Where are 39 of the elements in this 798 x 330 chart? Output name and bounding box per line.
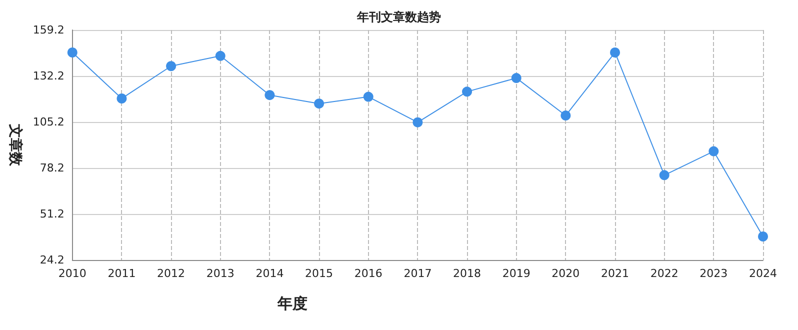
point xyxy=(758,231,768,242)
y-tick-label: 159.2 xyxy=(32,24,64,36)
y-tick-label: 24.2 xyxy=(40,254,64,266)
y-axis-title: 文章数 xyxy=(7,123,24,167)
point xyxy=(116,93,127,104)
point xyxy=(560,110,571,121)
point xyxy=(215,50,226,61)
point xyxy=(264,90,275,100)
x-tick-label: 2020 xyxy=(552,267,580,280)
x-tick-label: 2017 xyxy=(404,267,432,280)
x-tick-label: 2016 xyxy=(354,267,382,280)
x-tick-label: 2022 xyxy=(650,267,678,280)
x-tick-label: 2015 xyxy=(305,267,334,280)
point xyxy=(314,98,324,109)
x-tick-label: 2010 xyxy=(58,267,86,280)
point xyxy=(610,47,620,58)
point xyxy=(412,117,423,128)
x-tick-label: 2018 xyxy=(453,267,482,280)
y-tick-label: 51.2 xyxy=(40,208,64,220)
x-tick-label: 2012 xyxy=(157,267,186,280)
chart-title: 年刊文章数趋势 xyxy=(356,10,441,24)
x-tick-label: 2023 xyxy=(700,267,728,280)
point xyxy=(363,92,374,102)
x-tick-label: 2013 xyxy=(206,267,234,280)
x-tick-label: 2019 xyxy=(502,267,530,280)
y-tick-label: 132.2 xyxy=(32,70,64,82)
x-axis-title: 年度 xyxy=(276,294,308,312)
x-tick-label: 2014 xyxy=(256,267,284,280)
point xyxy=(511,73,522,84)
point xyxy=(659,170,670,180)
point xyxy=(67,47,78,58)
point xyxy=(462,86,472,97)
point xyxy=(708,146,719,156)
point xyxy=(166,61,176,72)
y-tick-label: 105.2 xyxy=(32,116,64,128)
x-tick-label: 2024 xyxy=(749,267,777,280)
x-tick-label: 2021 xyxy=(601,267,630,280)
y-tick-label: 78.2 xyxy=(40,162,64,174)
x-tick-label: 2011 xyxy=(108,267,136,280)
